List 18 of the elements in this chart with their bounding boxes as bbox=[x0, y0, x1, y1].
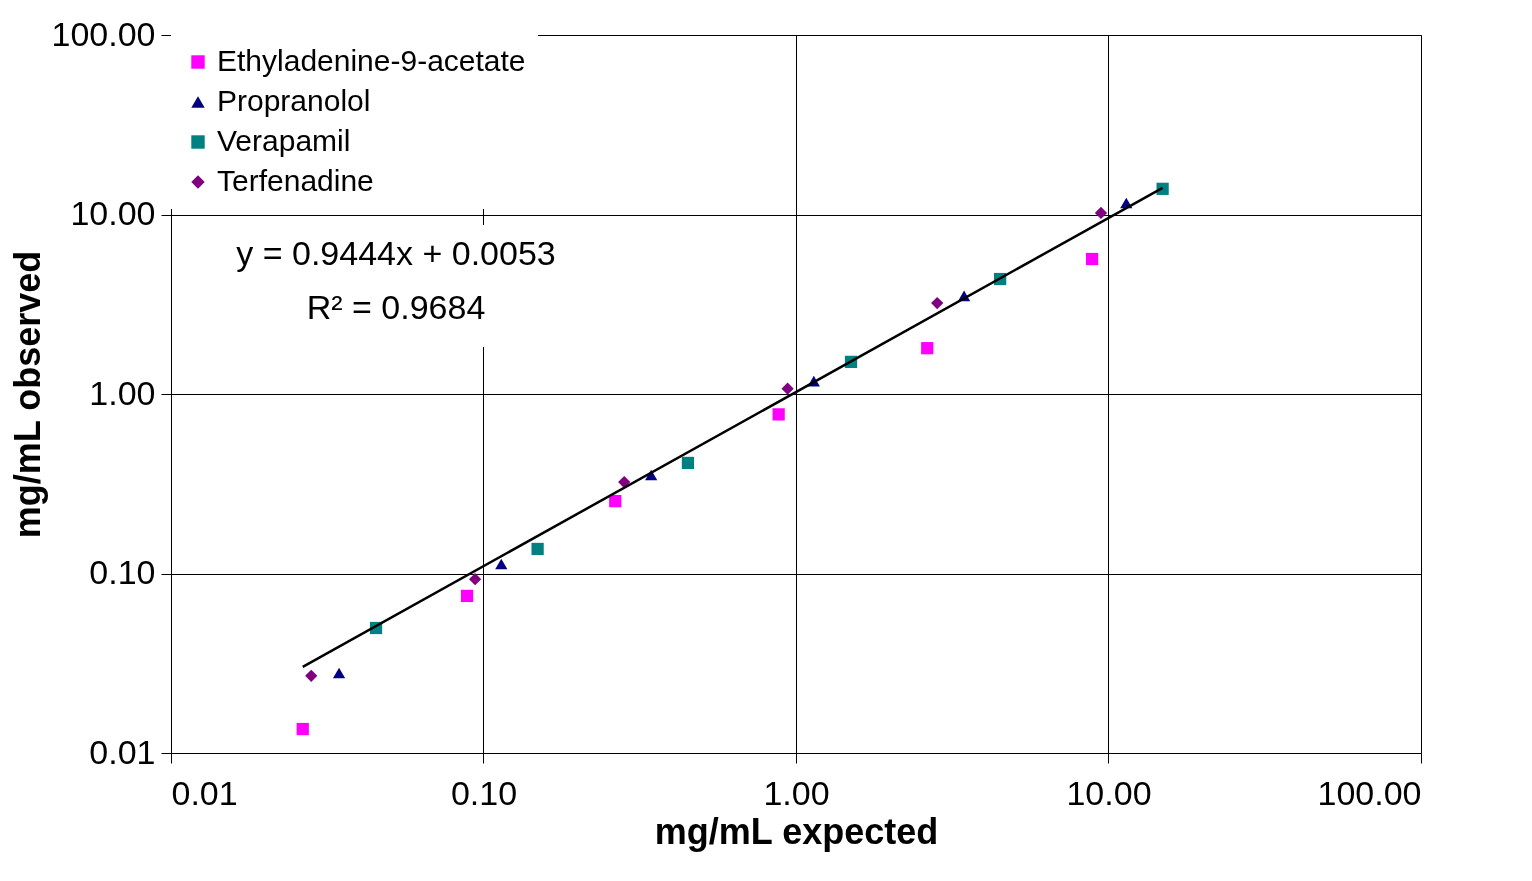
legend-label: Terfenadine bbox=[217, 164, 374, 197]
legend-label: Verapamil bbox=[217, 124, 351, 157]
y-tick-label: 100.00 bbox=[51, 14, 156, 53]
x-tick-label: 1.00 bbox=[763, 773, 830, 812]
y-axis-title: mg/mL observed bbox=[6, 250, 48, 539]
annotation: y = 0.9444x + 0.0053 bbox=[236, 234, 556, 272]
x-tick-label: 10.00 bbox=[1066, 773, 1152, 812]
x-axis-title: mg/mL expected bbox=[654, 810, 939, 852]
annotation: R² = 0.9684 bbox=[306, 288, 486, 326]
y-tick-label: 1.00 bbox=[89, 373, 156, 412]
x-tick-label: 0.10 bbox=[450, 773, 518, 812]
y-tick-label: 0.01 bbox=[89, 732, 156, 771]
legend-label: Propranolol bbox=[217, 84, 371, 117]
x-tick-label: 0.01 bbox=[171, 773, 238, 812]
x-tick-label: 100.00 bbox=[1317, 773, 1422, 812]
legend-label: Ethyladenine-9-acetate bbox=[217, 44, 526, 77]
y-tick-label: 0.10 bbox=[89, 553, 156, 591]
y-tick-label: 10.00 bbox=[70, 194, 156, 232]
